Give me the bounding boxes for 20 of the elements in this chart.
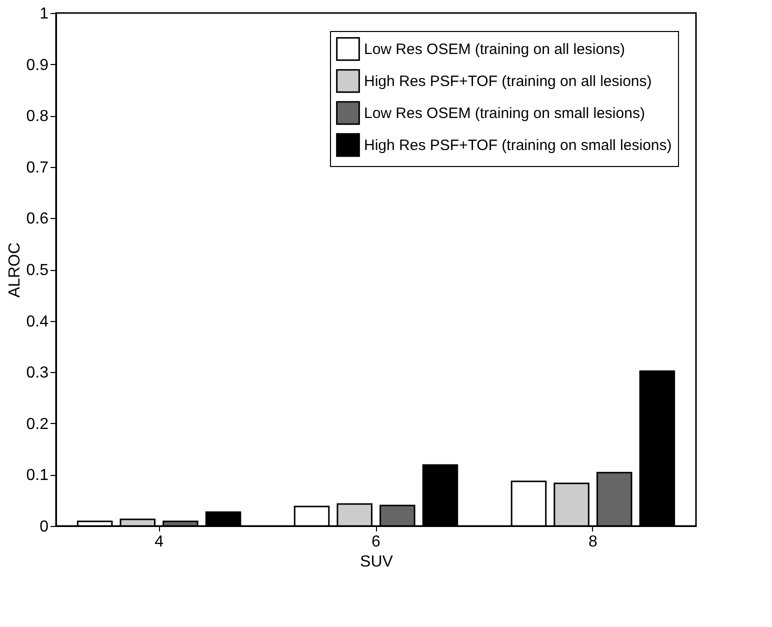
y-tick-label: 0.7 (26, 159, 49, 176)
legend-label: Low Res OSEM (training on all lesions) (364, 41, 625, 58)
y-tick-label: 0.4 (26, 313, 49, 330)
x-tick-label: 6 (372, 534, 381, 550)
x-axis-title: SUV (360, 554, 394, 570)
y-tick-label: 0.5 (26, 262, 49, 279)
y-tick-label: 0 (40, 518, 49, 536)
y-tick-label: 0.8 (26, 108, 49, 126)
y-tick-label: 0.3 (26, 364, 49, 382)
y-tick-label: 0.1 (26, 467, 49, 484)
y-tick-label: 0.9 (26, 56, 49, 74)
legend-label: High Res PSF+TOF (training on small lesions) (364, 137, 672, 154)
legend-label: Low Res OSEM (training on small lesions) (364, 105, 645, 122)
x-tick-label: 4 (154, 534, 164, 550)
y-tick-label: 0.2 (26, 416, 49, 433)
legend-label: High Res PSF+TOF (training on all lesions) (364, 73, 652, 90)
x-tick-label: 8 (588, 534, 598, 550)
y-tick-label: 0.6 (26, 210, 49, 228)
y-tick-label: 1 (40, 6, 49, 22)
y-axis-title: ALROC (6, 242, 24, 298)
